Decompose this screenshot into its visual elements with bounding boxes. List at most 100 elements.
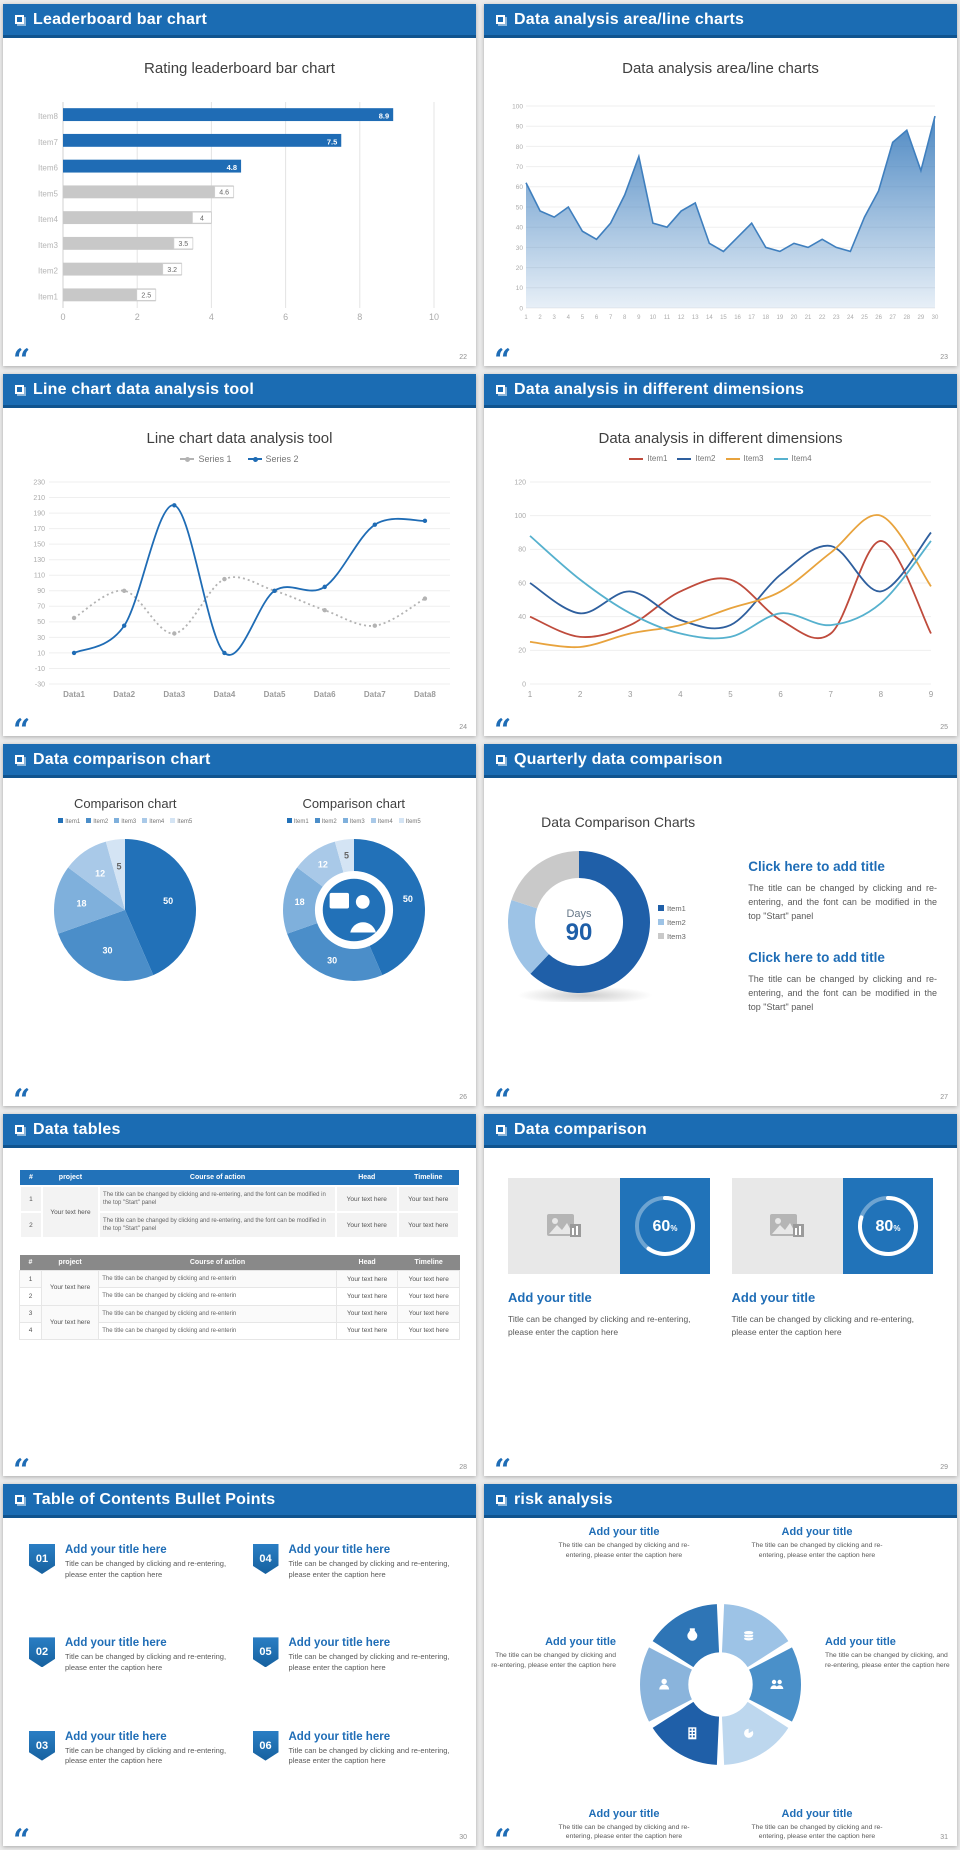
card-title[interactable]: Add your title bbox=[508, 1290, 592, 1305]
svg-text:Item2: Item2 bbox=[38, 267, 59, 276]
slide-toc-bullets[interactable]: Table of Contents Bullet Points 01 Add y… bbox=[3, 1484, 476, 1846]
legend-item: Item2 bbox=[86, 818, 108, 825]
legend-swatch bbox=[247, 456, 262, 462]
page-number: 23 bbox=[940, 354, 948, 361]
svg-text:25: 25 bbox=[861, 315, 868, 321]
cell-num: 4 bbox=[19, 1321, 42, 1340]
slide-header: Line chart data analysis tool bbox=[3, 374, 476, 408]
slide-data-comparison[interactable]: Data comparison bbox=[484, 1114, 957, 1476]
toc-item[interactable]: 03 Add your title here Title can be chang… bbox=[29, 1730, 227, 1814]
risk-item[interactable]: Add your title The title can be changed b… bbox=[488, 1636, 616, 1670]
chart-legend: Item1 Item2 Item3 Item4 Item5 bbox=[240, 818, 469, 825]
toc-item[interactable]: 05 Add your title here Title can be chang… bbox=[252, 1637, 451, 1720]
svg-text:20: 20 bbox=[516, 265, 524, 272]
slide-body: Rating leaderboard bar chart 0 2 4 6 8 10 Item… bbox=[3, 38, 476, 366]
risk-item[interactable]: Add your title The title can be changed b… bbox=[546, 1526, 702, 1560]
slide-title: Line chart data analysis tool bbox=[33, 380, 254, 398]
svg-text:2.5: 2.5 bbox=[141, 293, 151, 300]
toc-item[interactable]: 04 Add your title here Title can be chang… bbox=[252, 1544, 451, 1627]
toc-text: Add your title here Title can be changed … bbox=[289, 1544, 451, 1580]
table-row: 4 The title can be changed by clicking a… bbox=[19, 1321, 460, 1340]
svg-text:8: 8 bbox=[623, 315, 627, 321]
svg-text:10: 10 bbox=[429, 312, 439, 322]
legend-swatch bbox=[658, 933, 664, 939]
legend-swatch bbox=[114, 818, 120, 823]
text-block: Click here to add title The title can be… bbox=[748, 859, 937, 924]
svg-text:80%: 80% bbox=[876, 1218, 901, 1235]
toc-item[interactable]: 01 Add your title here Title can be chang… bbox=[29, 1544, 227, 1627]
svg-text:130: 130 bbox=[33, 557, 45, 564]
svg-text:0: 0 bbox=[60, 312, 65, 322]
risk-item[interactable]: Add your title The title can be changed b… bbox=[739, 1526, 895, 1560]
risk-title: Add your title bbox=[781, 1807, 853, 1820]
legend-swatch bbox=[370, 818, 376, 823]
toc-item[interactable]: 06 Add your title here Title can be chang… bbox=[252, 1730, 451, 1814]
svg-text:3.5: 3.5 bbox=[178, 241, 188, 248]
slide-risk-analysis[interactable]: risk analysis Add your title The title ca… bbox=[484, 1484, 957, 1846]
slide-line-chart-tool[interactable]: Line chart data analysis tool Line chart… bbox=[3, 374, 476, 736]
col-header: project bbox=[41, 1170, 99, 1186]
svg-text:13: 13 bbox=[692, 315, 699, 321]
cell-num: 1 bbox=[19, 1270, 42, 1289]
svg-text:5: 5 bbox=[117, 861, 122, 871]
slide-dimensions-analysis[interactable]: Data analysis in different dimensions Da… bbox=[484, 374, 957, 736]
card-title[interactable]: Add your title bbox=[731, 1290, 816, 1305]
slide-leaderboard-bar-chart[interactable]: Leaderboard bar chart Rating leaderboard… bbox=[3, 4, 476, 366]
legend-label: Item3 bbox=[121, 819, 137, 825]
block-title[interactable]: Click here to add title bbox=[748, 859, 885, 875]
page-number: 22 bbox=[459, 354, 467, 361]
slide-data-tables[interactable]: Data tables # project Course of action H… bbox=[3, 1114, 476, 1476]
svg-text:Data6: Data6 bbox=[314, 690, 336, 699]
svg-text:10: 10 bbox=[650, 315, 657, 321]
toc-caption: Title can be changed by clicking and re-… bbox=[65, 1745, 227, 1766]
page-number: 24 bbox=[459, 724, 467, 731]
days-donut-chart: Days 90 bbox=[504, 842, 654, 1005]
legend-label: Item2 bbox=[321, 819, 337, 825]
slide-area-line-charts[interactable]: Data analysis area/line charts Data anal… bbox=[484, 4, 957, 366]
svg-text:20: 20 bbox=[791, 315, 798, 321]
area-chart: 0 10 20 30 40 50 60 70 80 90 100 1 2 3 4 5 6 7 8 9 10 11 12 13 1… bbox=[502, 102, 941, 322]
svg-text:0: 0 bbox=[519, 305, 523, 312]
toc-item[interactable]: 02 Add your title here Title can be chang… bbox=[29, 1637, 227, 1720]
slide-body: # project Course of action Head Timeline… bbox=[3, 1148, 476, 1476]
multi-line-chart: 0 20 40 60 80 100 120 1 2 3 4 5 6 7 8 9 bbox=[500, 476, 941, 702]
number-badge: 03 bbox=[29, 1730, 55, 1761]
risk-item[interactable]: Add your title The title can be changed b… bbox=[825, 1636, 953, 1670]
data-table-blue: # project Course of action Head Timeline… bbox=[19, 1170, 461, 1240]
leaderboard-bar-chart: 0 2 4 6 8 10 Item8 8.9 Item7 7.5 Item6 4.8 Item5 4.6 I… bbox=[25, 100, 450, 324]
comparison-cards: 60% Add your title Title can be changed … bbox=[508, 1178, 933, 1436]
slide-title: Data comparison bbox=[514, 1120, 647, 1138]
legend-swatch bbox=[629, 457, 644, 460]
svg-text:4: 4 bbox=[567, 315, 571, 321]
table-row: 1 Your text here The title can be change… bbox=[19, 1270, 460, 1306]
risk-title: Add your title bbox=[588, 1807, 660, 1820]
legend-swatch bbox=[398, 818, 404, 823]
cell-timeline: Your text here bbox=[397, 1287, 460, 1306]
block-title[interactable]: Click here to add title bbox=[748, 950, 885, 965]
page-number: 27 bbox=[940, 1094, 948, 1101]
legend-swatch bbox=[142, 818, 148, 823]
svg-text:Data2: Data2 bbox=[113, 690, 135, 699]
svg-text:1: 1 bbox=[528, 690, 533, 699]
svg-text:100: 100 bbox=[514, 513, 526, 520]
legend-label: Item4 bbox=[149, 819, 165, 825]
legend-label: Item1 bbox=[65, 819, 81, 825]
svg-text:20: 20 bbox=[518, 648, 526, 655]
block-body: The title can be changed by clicking and… bbox=[748, 974, 937, 1012]
svg-text:Item3: Item3 bbox=[38, 241, 59, 250]
cell-action: The title can be changed by clicking and… bbox=[97, 1184, 338, 1214]
cell-project: Your text here bbox=[40, 1304, 100, 1340]
legend-swatch bbox=[658, 905, 664, 911]
slide-data-comparison-chart[interactable]: Data comparison chart Comparison chart I… bbox=[3, 744, 476, 1106]
comparison-card: 80% Add your title Title can be changed … bbox=[731, 1178, 933, 1436]
risk-item[interactable]: Add your title The title can be changed b… bbox=[546, 1808, 702, 1842]
cell-timeline: Your text here bbox=[396, 1184, 461, 1214]
risk-item[interactable]: Add your title The title can be changed b… bbox=[739, 1808, 895, 1842]
number-badge: 05 bbox=[252, 1637, 279, 1668]
legend-item: Item1 bbox=[658, 904, 686, 913]
svg-text:8.9: 8.9 bbox=[379, 112, 389, 121]
slide-quarterly-comparison[interactable]: Quarterly data comparison Data Compariso… bbox=[484, 744, 957, 1106]
legend-item: Item3 bbox=[658, 932, 686, 941]
toc-title: Add your title here bbox=[288, 1730, 391, 1743]
slide-header: Table of Contents Bullet Points bbox=[3, 1484, 476, 1518]
